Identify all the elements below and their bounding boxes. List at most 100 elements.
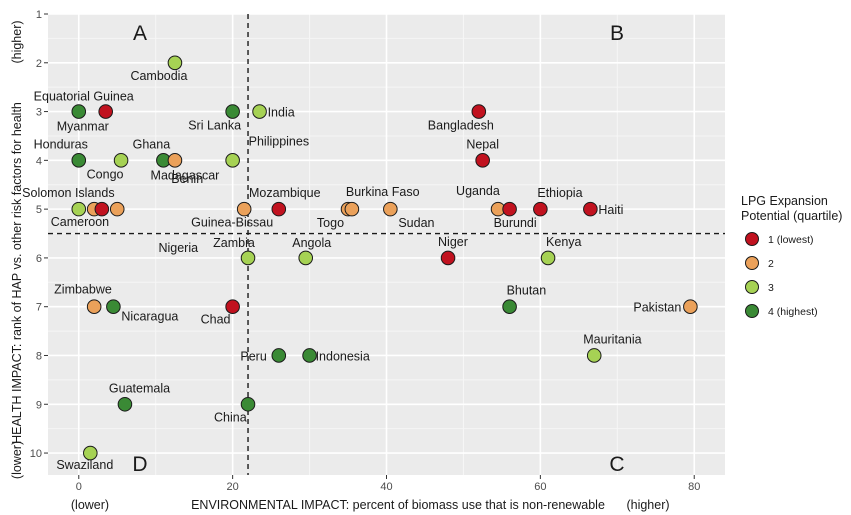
x-axis-high-label: (higher) — [626, 498, 669, 512]
point-nepal — [475, 153, 490, 168]
legend-key — [745, 256, 759, 270]
point-label: Chad — [201, 313, 231, 327]
point-label: Nigeria — [158, 241, 198, 255]
x-tick-label: 20 — [227, 481, 239, 493]
point-label: Zambia — [213, 236, 255, 250]
point-china — [240, 396, 256, 412]
legend-entry-label: 1 (lowest) — [768, 234, 814, 246]
x-axis-low-label: (lower) — [71, 498, 109, 512]
point-swaziland — [83, 445, 98, 461]
legend-title-line1: LPG Expansion — [741, 194, 828, 208]
point-label: Togo — [317, 216, 344, 230]
point-indonesia — [302, 348, 317, 363]
axis-ticks: 0 20 40 60 80 1 2 3 4 5 6 7 8 9 10 — [30, 9, 701, 493]
point-label: Equatorial Guinea — [34, 90, 134, 104]
point-label: Congo — [87, 167, 124, 181]
point-label: Madagascar — [151, 168, 220, 182]
point-sri-lanka — [225, 104, 240, 119]
point-pakistan — [683, 299, 698, 314]
point-guatemala — [117, 396, 133, 412]
point-label: Pakistan — [633, 301, 681, 315]
point-label: Nicaragua — [121, 310, 178, 324]
data-points — [71, 55, 698, 461]
point-label: India — [268, 106, 295, 120]
point-chad — [225, 299, 240, 314]
point-cambodia — [167, 55, 183, 71]
grid-major — [48, 13, 725, 475]
point-label: Cameroon — [51, 215, 109, 229]
x-tick-label: 80 — [688, 481, 700, 493]
point-label: Mauritania — [583, 332, 641, 346]
quadrant-label-c: C — [609, 453, 624, 476]
point-haiti — [583, 201, 598, 217]
point-labels: Cambodia Equatorial Guinea Myanmar Sri Lank… — [22, 69, 681, 472]
quadrant-labels: A B C D — [132, 22, 624, 476]
point-ethiopia — [533, 201, 548, 217]
point-label: Sudan — [398, 216, 434, 230]
legend-entry-label: 3 — [768, 282, 774, 294]
point-label: Uganda — [456, 184, 500, 198]
point-label: Cambodia — [130, 69, 187, 83]
point-zambia — [240, 250, 256, 266]
point-sudan — [383, 201, 398, 217]
legend-entry-label: 2 — [768, 258, 774, 270]
y-tick-label: 1 — [36, 9, 42, 21]
threshold-lines — [48, 14, 725, 475]
point-label: Myanmar — [57, 120, 109, 134]
point-burkina-faso — [344, 201, 360, 217]
legend-title-line2: Potential (quartile) — [741, 209, 842, 223]
x-axis-title: ENVIRONMENTAL IMPACT: percent of biomass… — [191, 498, 605, 512]
quadrant-label-b: B — [610, 22, 624, 45]
y-axis-title: HEALTH IMPACT: rank of HAP vs. other ris… — [10, 102, 24, 444]
y-tick-label: 2 — [36, 58, 42, 70]
point-label: Guinea-Bissau — [191, 215, 273, 229]
point-label: Swaziland — [56, 458, 113, 472]
point-unlabeled — [94, 201, 110, 217]
point-label: Honduras — [34, 137, 88, 151]
legend-key — [745, 304, 759, 318]
point-label: China — [214, 410, 247, 424]
point-nicaragua — [106, 299, 121, 314]
x-tick-label: 60 — [534, 481, 546, 493]
point-philippines — [225, 153, 240, 168]
quadrant-label-d: D — [132, 453, 147, 476]
point-label: Burkina Faso — [346, 185, 420, 199]
x-tick-label: 0 — [76, 481, 82, 493]
quadrant-label-a: A — [133, 22, 147, 45]
point-india — [252, 104, 267, 119]
point-myanmar — [71, 104, 87, 119]
point-honduras — [71, 153, 87, 168]
legend-entry-label: 4 (highest) — [768, 306, 818, 318]
y-tick-label: 7 — [36, 302, 42, 314]
point-label: Benin — [171, 172, 203, 186]
point-label: Kenya — [546, 235, 581, 249]
point-angola — [298, 250, 314, 266]
point-label: Philippines — [249, 134, 309, 148]
x-tick-label: 40 — [380, 481, 392, 493]
point-congo — [113, 153, 129, 168]
point-label: Ethiopia — [537, 186, 582, 200]
point-label: Haiti — [598, 203, 623, 217]
point-label: Niger — [438, 235, 468, 249]
legend-key — [745, 280, 759, 294]
y-tick-label: 4 — [36, 155, 42, 167]
y-axis-high-label: (higher) — [10, 20, 24, 63]
point-label: Mozambique — [249, 186, 321, 200]
legend: LPG Expansion Potential (quartile) 1 (lo… — [741, 194, 842, 318]
point-label: Bangladesh — [428, 119, 494, 133]
point-label: Indonesia — [316, 349, 370, 363]
y-tick-label: 9 — [36, 399, 42, 411]
y-axis-low-label: (lower) — [10, 441, 24, 479]
point-kenya — [540, 250, 556, 266]
point-label: Zimbabwe — [54, 283, 112, 297]
legend-key — [745, 232, 759, 246]
point-label: Burundi — [494, 216, 537, 230]
point-label: Ghana — [133, 137, 171, 151]
point-label: Guatemala — [109, 381, 170, 395]
point-bangladesh — [471, 104, 487, 119]
point-benin — [236, 201, 252, 217]
y-tick-label: 10 — [30, 448, 42, 460]
point-mauritania — [586, 348, 602, 363]
point-equatorial-guinea — [98, 104, 113, 119]
